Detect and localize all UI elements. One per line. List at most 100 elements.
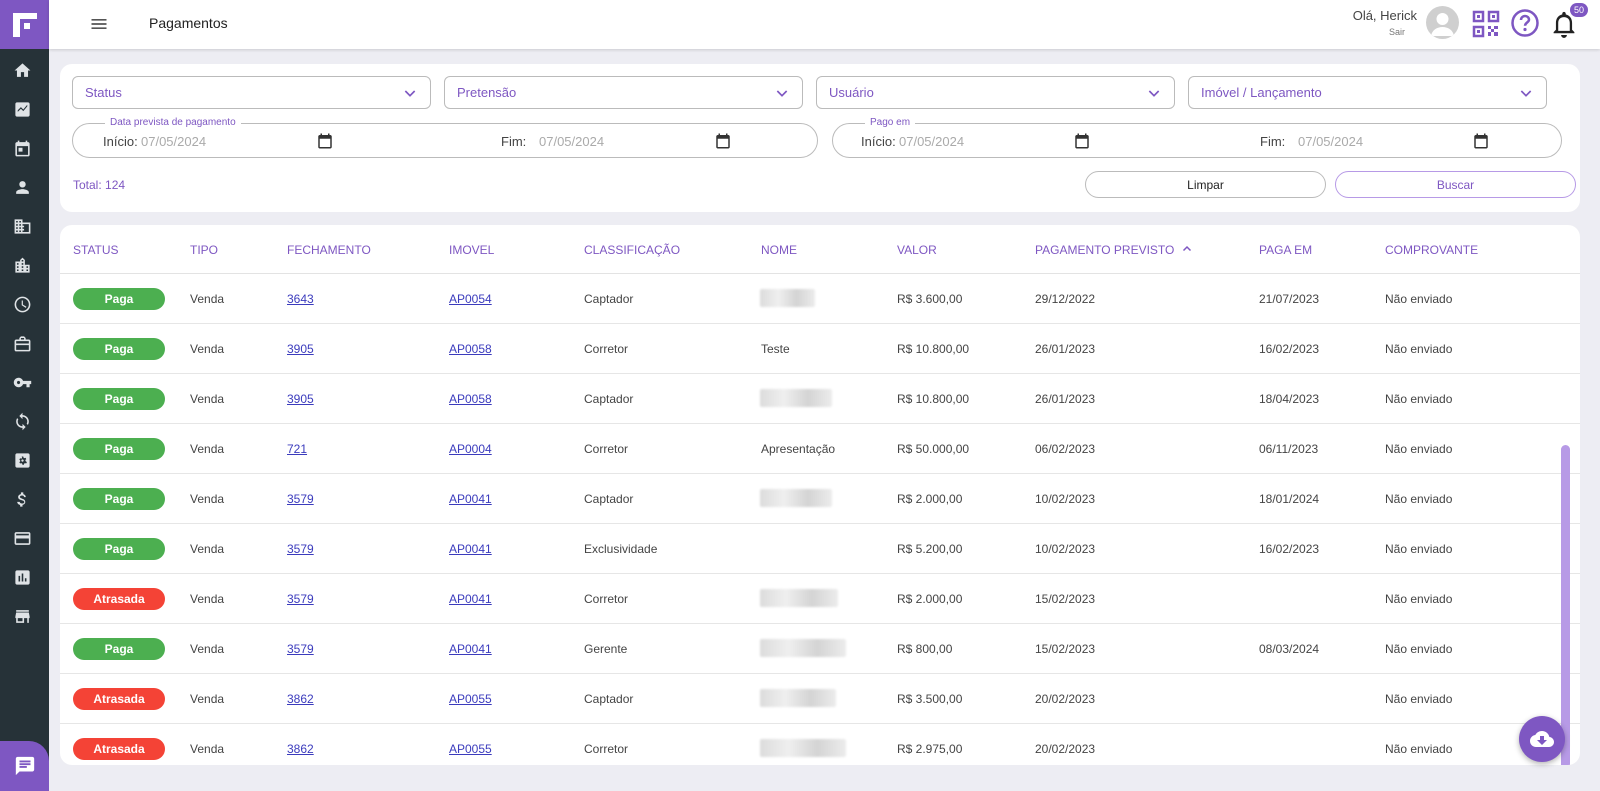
cell-fechamento-link[interactable]: 3643 <box>287 292 314 306</box>
cell-fechamento-link[interactable]: 3579 <box>287 492 314 506</box>
table-row[interactable]: Atrasada Venda 3862 AP0055 Corretor R$ 2.975,… <box>60 724 1580 765</box>
cell-tipo: Venda <box>190 442 225 456</box>
key-icon[interactable] <box>12 372 32 392</box>
column-header-comprovante[interactable]: COMPROVANTE <box>1385 243 1479 257</box>
cell-fechamento-link[interactable]: 3579 <box>287 592 314 606</box>
cell-imovel-link[interactable]: AP0054 <box>449 292 492 306</box>
data-prevista-end-input[interactable]: 07/05/2024 <box>539 134 605 149</box>
cell-tipo: Venda <box>190 692 225 706</box>
imovel-select[interactable]: Imóvel / Lançamento <box>1188 76 1547 109</box>
cell-imovel-link[interactable]: AP0041 <box>449 642 492 656</box>
cell-fechamento-link[interactable]: 3862 <box>287 692 314 706</box>
cell-pagamento-previsto: 20/02/2023 <box>1035 692 1096 706</box>
pretensao-select[interactable]: Pretensão <box>444 76 803 109</box>
column-header-nome[interactable]: NOME <box>761 243 797 257</box>
person-icon[interactable] <box>12 177 32 197</box>
cell-tipo: Venda <box>190 492 225 506</box>
search-button[interactable]: Buscar <box>1335 171 1576 198</box>
calendar-icon[interactable] <box>316 132 334 150</box>
table-row[interactable]: Paga Venda 3905 AP0058 Corretor Teste R$ 10.80… <box>60 324 1580 374</box>
cell-paga-em: 21/07/2023 <box>1259 292 1320 306</box>
cell-fechamento-link[interactable]: 721 <box>287 442 308 456</box>
store-icon[interactable] <box>12 606 32 626</box>
table-row[interactable]: Paga Venda 3579 AP0041 Gerente R$ 800,00 15/02… <box>60 624 1580 674</box>
cell-classificacao: Captador <box>584 692 634 706</box>
cell-imovel-link[interactable]: AP0058 <box>449 342 492 356</box>
cell-imovel-link[interactable]: AP0041 <box>449 542 492 556</box>
clear-button[interactable]: Limpar <box>1085 171 1326 198</box>
column-header-fechamento[interactable]: FECHAMENTO <box>287 243 371 257</box>
qr-code-icon[interactable] <box>1472 10 1500 38</box>
logout-link[interactable]: Sair <box>1388 27 1405 37</box>
cell-fechamento-link[interactable]: 3905 <box>287 392 314 406</box>
scrollbar[interactable] <box>1561 445 1570 765</box>
table-row[interactable]: Paga Venda 721 AP0004 Corretor Apresentação R$… <box>60 424 1580 474</box>
calendar-icon[interactable] <box>12 138 32 158</box>
cell-fechamento: 3905 <box>287 392 314 406</box>
chat-button[interactable] <box>0 741 49 791</box>
app-logo[interactable] <box>0 0 49 49</box>
column-header-imovel[interactable]: IMOVEL <box>449 243 495 257</box>
chat-icon <box>15 756 34 776</box>
cell-pagamento-previsto: 26/01/2023 <box>1035 392 1096 406</box>
cell-pagamento-previsto: 06/02/2023 <box>1035 442 1096 456</box>
table-row[interactable]: Paga Venda 3905 AP0058 Captador R$ 10.800,00 2… <box>60 374 1580 424</box>
table-row[interactable]: Paga Venda 3579 AP0041 Exclusividade R$ 5.200… <box>60 524 1580 574</box>
table-row[interactable]: Paga Venda 3579 AP0041 Captador R$ 2.000,00 10… <box>60 474 1580 524</box>
menu-icon[interactable] <box>89 14 109 34</box>
calendar-icon[interactable] <box>1073 132 1091 150</box>
column-header-tipo[interactable]: TIPO <box>190 243 219 257</box>
data-prevista-start-input[interactable]: 07/05/2024 <box>141 134 207 149</box>
column-header-valor[interactable]: VALOR <box>897 243 937 257</box>
cell-imovel: AP0055 <box>449 692 492 706</box>
settings-box-icon[interactable] <box>12 450 32 470</box>
home-icon[interactable] <box>12 60 32 80</box>
dollar-icon[interactable] <box>12 489 32 509</box>
column-header-classificacao[interactable]: CLASSIFICAÇÃO <box>584 243 681 257</box>
cell-imovel-link[interactable]: AP0055 <box>449 692 492 706</box>
help-icon[interactable] <box>1510 8 1540 38</box>
cell-fechamento: 3579 <box>287 592 314 606</box>
cell-fechamento-link[interactable]: 3579 <box>287 642 314 656</box>
usuario-select[interactable]: Usuário <box>816 76 1175 109</box>
column-header-paga-em[interactable]: PAGA EM <box>1259 243 1313 257</box>
column-header-status[interactable]: STATUS <box>73 243 119 257</box>
chart-icon[interactable] <box>12 99 32 119</box>
status-select[interactable]: Status <box>72 76 431 109</box>
avatar[interactable] <box>1426 6 1459 39</box>
briefcase-icon[interactable] <box>12 333 32 353</box>
cell-valor: R$ 5.200,00 <box>897 542 963 556</box>
bell-icon[interactable] <box>1550 9 1578 39</box>
cell-imovel-link[interactable]: AP0041 <box>449 592 492 606</box>
cell-fechamento-link[interactable]: 3862 <box>287 742 314 756</box>
sync-icon[interactable] <box>12 411 32 431</box>
pago-em-end-input[interactable]: 07/05/2024 <box>1298 134 1364 149</box>
calendar-icon[interactable] <box>1472 132 1490 150</box>
imovel-select-label: Imóvel / Lançamento <box>1201 85 1322 100</box>
calendar-icon[interactable] <box>714 132 732 150</box>
pago-em-start-input[interactable]: 07/05/2024 <box>899 134 965 149</box>
cell-fechamento: 3579 <box>287 542 314 556</box>
table-row[interactable]: Atrasada Venda 3862 AP0055 Captador R$ 3.500,… <box>60 674 1580 724</box>
redacted-name <box>760 289 815 307</box>
cell-pagamento-previsto: 20/02/2023 <box>1035 742 1096 756</box>
column-header-pagamento-previsto[interactable]: PAGAMENTO PREVISTO <box>1035 243 1193 257</box>
cell-fechamento-link[interactable]: 3579 <box>287 542 314 556</box>
clock-icon[interactable] <box>12 294 32 314</box>
cell-valor: R$ 3.500,00 <box>897 692 963 706</box>
card-icon[interactable] <box>12 528 32 548</box>
cell-imovel-link[interactable]: AP0041 <box>449 492 492 506</box>
table-row[interactable]: Atrasada Venda 3579 AP0041 Corretor R$ 2.000,… <box>60 574 1580 624</box>
cell-fechamento-link[interactable]: 3905 <box>287 342 314 356</box>
table-row[interactable]: Paga Venda 3643 AP0054 Captador R$ 3.600,00 29… <box>60 274 1580 324</box>
cell-imovel-link[interactable]: AP0058 <box>449 392 492 406</box>
domain-icon[interactable] <box>12 216 32 236</box>
cell-imovel-link[interactable]: AP0004 <box>449 442 492 456</box>
building-icon[interactable] <box>12 255 32 275</box>
bar-chart-icon[interactable] <box>12 567 32 587</box>
status-select-label: Status <box>85 85 122 100</box>
cell-imovel-link[interactable]: AP0055 <box>449 742 492 756</box>
cell-tipo: Venda <box>190 592 225 606</box>
cell-classificacao: Gerente <box>584 642 628 656</box>
download-button[interactable] <box>1519 716 1565 762</box>
